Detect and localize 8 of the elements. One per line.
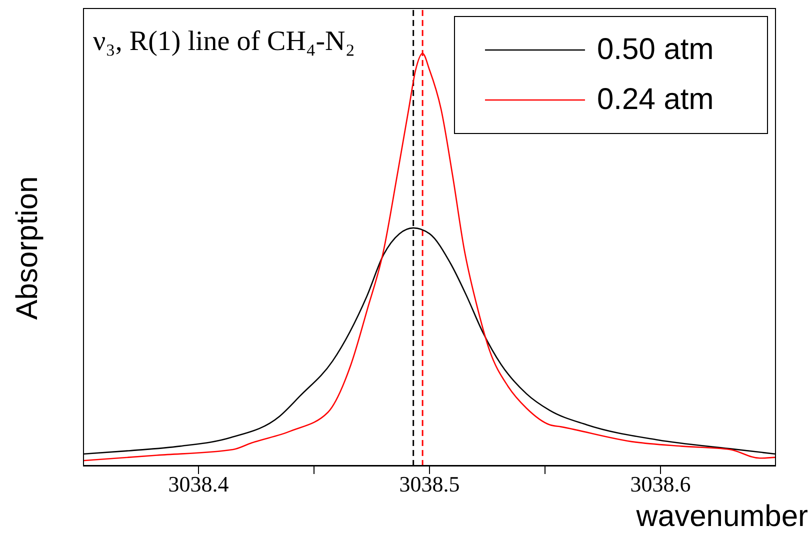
y-axis-title: Absorption (11, 176, 45, 320)
x-axis-title: wavenumber (636, 500, 808, 534)
legend-label: 0.24 atm (597, 83, 714, 117)
x-tick-label: 3038.5 (399, 472, 460, 497)
x-tick-label: 3038.4 (168, 472, 229, 497)
chart-title: ν₃, R(1) line of CH₄-N₂ (93, 26, 356, 58)
legend-label: 0.50 atm (597, 33, 714, 67)
x-tick-label: 3038.6 (630, 472, 691, 497)
